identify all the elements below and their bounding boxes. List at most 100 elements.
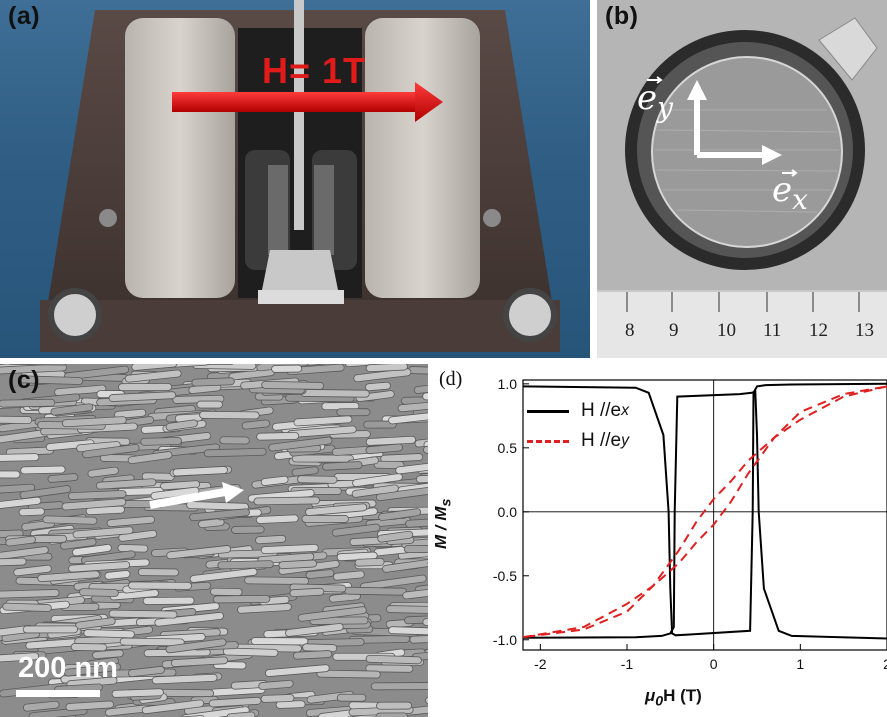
nanorod xyxy=(114,408,147,419)
nanorod xyxy=(131,364,178,371)
nanorod xyxy=(17,375,84,385)
x-tick-label: 1 xyxy=(796,656,804,672)
nanorod xyxy=(344,586,407,596)
ruler-number: 13 xyxy=(855,320,874,341)
scale-bar xyxy=(16,690,100,697)
y-tick-label: 1.0 xyxy=(498,376,518,392)
y-tick-label: 0.0 xyxy=(498,504,518,520)
nanorod xyxy=(189,508,251,522)
nanorod xyxy=(260,475,289,486)
nanorod xyxy=(329,592,361,603)
vector-ey-main: e xyxy=(637,78,658,118)
nanorod xyxy=(414,433,428,448)
nanorod xyxy=(0,398,56,408)
nanorod xyxy=(82,443,140,459)
nanorod xyxy=(2,602,52,612)
panel-b-label: (b) xyxy=(605,2,639,30)
nanorod xyxy=(363,420,397,429)
nanorod xyxy=(375,486,428,502)
nanorod xyxy=(165,638,227,654)
nanorod xyxy=(61,416,127,428)
nanorod xyxy=(278,559,318,570)
nanorod xyxy=(0,364,67,375)
nanorod xyxy=(260,694,295,703)
nanorod xyxy=(355,390,395,402)
nanorod xyxy=(208,696,262,708)
legend-sub-ey: y xyxy=(621,432,630,449)
nanorod xyxy=(264,664,330,677)
sem-nanorod-texture xyxy=(0,364,428,717)
y-tick-label: -1.0 xyxy=(493,632,517,648)
nanorod xyxy=(201,364,235,366)
nanorod xyxy=(119,637,185,647)
nanorod xyxy=(365,654,422,665)
panel-c-sem-image: (c) 200 nm xyxy=(0,364,428,717)
nanorod xyxy=(142,596,195,605)
nanorod xyxy=(95,478,157,490)
ruler-number: 9 xyxy=(669,320,679,341)
nanorod xyxy=(322,461,363,471)
nanorod xyxy=(256,432,300,441)
y-axis-label-main: M / M xyxy=(435,507,450,550)
nanorod xyxy=(47,473,79,483)
nanorod xyxy=(118,529,158,542)
nanorod xyxy=(377,530,414,543)
electromagnet-illustration xyxy=(40,0,560,352)
nanorod xyxy=(68,561,131,573)
nanorod xyxy=(72,543,112,557)
nanorod xyxy=(87,466,119,478)
x-tick-label: -1 xyxy=(621,656,634,672)
nanorod xyxy=(260,543,319,555)
nanorod xyxy=(79,588,119,597)
nanorod xyxy=(250,637,309,646)
legend-text-ex: H //e xyxy=(581,400,622,421)
series-0-branch-1 xyxy=(523,390,887,640)
nanorod xyxy=(395,459,428,475)
legend-item-ey: H //e y xyxy=(527,426,629,456)
nanorod xyxy=(0,470,21,479)
nanorod xyxy=(189,567,258,583)
nanorod xyxy=(253,496,320,506)
nanorod xyxy=(405,516,428,528)
nanorod xyxy=(203,447,267,458)
nanorod xyxy=(0,496,42,510)
nanorod xyxy=(65,700,115,711)
y-tick-label: -0.5 xyxy=(493,568,517,584)
ruler-number: 12 xyxy=(809,320,828,341)
nanorod xyxy=(5,535,36,547)
nanorod xyxy=(0,483,36,495)
nanorod xyxy=(45,439,95,451)
nanorod xyxy=(104,570,131,580)
panel-d-hysteresis-chart: -2-10121.00.50.0-0.5-1.0 (d) M / Ms μ0H … xyxy=(435,364,887,717)
nanorod xyxy=(165,419,198,431)
nanorod xyxy=(400,395,428,405)
panel-a-label: (a) xyxy=(8,2,41,30)
nanorod xyxy=(111,688,164,698)
sample-disk-illustration xyxy=(597,0,887,358)
nanorod xyxy=(0,557,27,567)
nanorod xyxy=(0,453,40,462)
y-tick-label: 0.5 xyxy=(498,440,518,456)
nanorod xyxy=(296,475,338,484)
nanorod xyxy=(108,391,177,402)
nanorod xyxy=(22,625,79,634)
legend: H //e x H //e y xyxy=(527,396,629,456)
nanorod xyxy=(336,408,371,417)
nanorod xyxy=(54,384,107,397)
nanorod xyxy=(261,380,325,390)
nanorod xyxy=(423,438,428,449)
x-axis-label-sub: 0 xyxy=(655,693,664,710)
vector-ey-sub: y xyxy=(657,90,673,124)
x-tick-label: 2 xyxy=(883,656,887,672)
hysteresis-plot: -2 -1 0 1 2 1.0 0.5 0.0 -0.5 -1.0 xyxy=(493,376,887,672)
nanorod xyxy=(305,503,368,516)
nanorod xyxy=(22,700,60,712)
x-axis-label-mu: μ xyxy=(645,686,656,705)
nanorod xyxy=(388,626,428,636)
nanorod xyxy=(186,501,249,511)
vector-ex-sub: x xyxy=(792,182,808,216)
nanorod xyxy=(268,436,333,452)
y-axis-label-sub: s xyxy=(438,498,455,507)
nanorod xyxy=(237,603,292,614)
nanorod xyxy=(300,389,370,398)
